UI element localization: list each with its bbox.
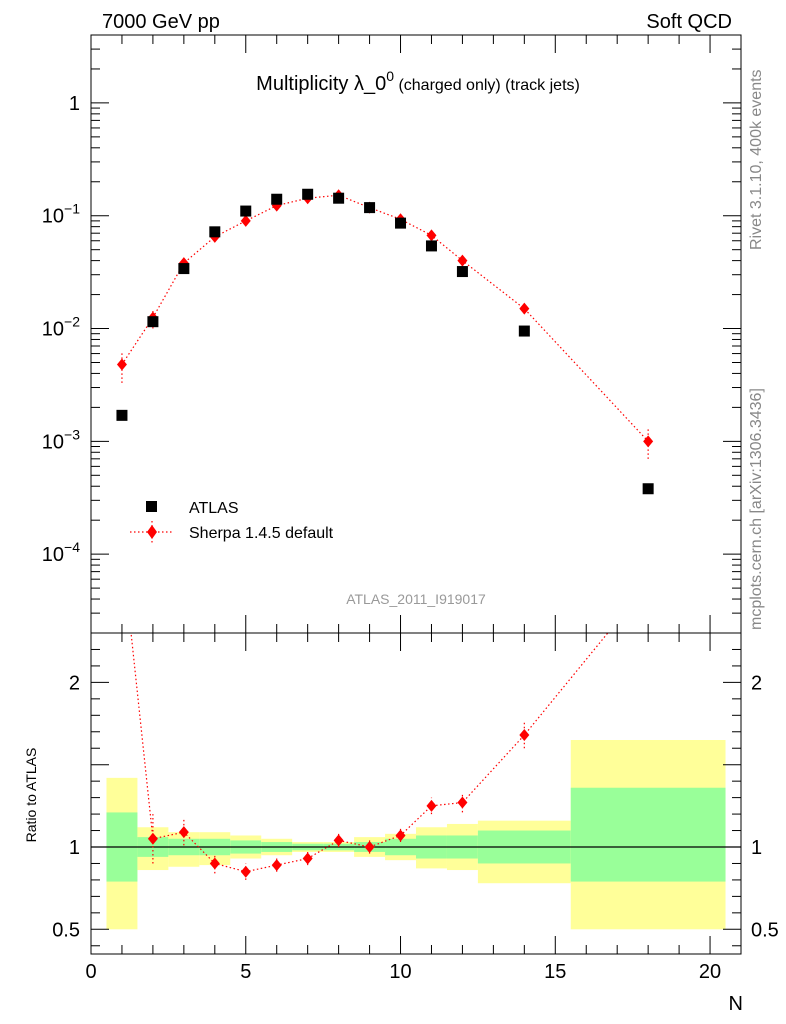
band-inner	[570, 787, 726, 882]
atlas-point	[395, 217, 407, 229]
atlas-point	[364, 202, 376, 214]
legend-label-atlas: ATLAS	[189, 500, 239, 517]
ratio-sherpa-point	[271, 859, 282, 872]
sherpa-point	[457, 254, 468, 267]
sherpa-point	[426, 229, 437, 242]
xtick-label: 5	[240, 961, 251, 983]
legend: ATLAS Sherpa 1.4.5 default	[130, 500, 334, 543]
main-ytick-label-base: 10	[42, 544, 64, 566]
ratio-sherpa-point	[395, 829, 406, 842]
ratio-ytick-label: 2	[69, 672, 80, 694]
main-panel: 110−110−210−310−4 Multiplicity λ_00 (cha…	[42, 34, 742, 634]
atlas-point	[425, 240, 437, 252]
main-ytick-label-base: 10	[42, 206, 64, 228]
xtick-label: 15	[544, 961, 566, 983]
atlas-point	[209, 226, 221, 238]
sherpa-point	[519, 302, 530, 315]
side-label-bottom: mcplots.cern.ch [arXiv:1306.3436]	[748, 388, 765, 630]
xtick-label: 20	[699, 961, 721, 983]
atlas-point	[642, 483, 654, 495]
main-ytick-label-exp: −4	[64, 539, 80, 555]
main-axis-ticks: 110−110−210−310−4	[42, 34, 742, 634]
chart-title-main: Multiplicity λ_0	[256, 73, 386, 95]
main-ytick-label-exp: −2	[64, 314, 80, 330]
ratio-sherpa-point	[457, 796, 468, 809]
atlas-point	[116, 409, 128, 421]
atlas-point	[147, 316, 159, 328]
ratio-sherpa-point	[240, 865, 251, 878]
ratio-sherpa-point	[302, 852, 313, 865]
ratio-ylabel: Ratio to ATLAS	[23, 748, 39, 843]
main-ytick-label-base: 10	[42, 319, 64, 341]
main-ytick-label-exp: −3	[64, 426, 80, 442]
main-ytick-label: 10−1	[42, 201, 80, 228]
ratio-sherpa-point	[209, 857, 220, 870]
atlas-point	[302, 188, 314, 200]
x-axis-label: N	[729, 993, 743, 1015]
xtick-label: 10	[389, 961, 411, 983]
main-ytick-label-base: 10	[42, 431, 64, 453]
atlas-point	[333, 192, 345, 204]
legend-label-sherpa: Sherpa 1.4.5 default	[189, 525, 334, 542]
ratio-ytick-label-right: 0.5	[751, 919, 779, 941]
sherpa-point	[116, 358, 127, 371]
atlas-point	[240, 205, 252, 217]
ratio-panel: 0 5 10 15 20 0.5 0.5 1 1 2 2 Ratio to ATLAS N	[23, 632, 779, 1015]
ratio-axis-ticks: 0 5 10 15 20 0.5 0.5 1 1 2 2	[52, 632, 779, 983]
atlas-point	[456, 266, 468, 278]
side-label-top: Rivet 3.1.10, 400k events	[748, 69, 765, 250]
ratio-sherpa-line	[130, 633, 609, 873]
main-mc-layer	[116, 189, 654, 459]
ratio-ytick-label: 1	[69, 837, 80, 859]
main-ytick-label: 10−4	[42, 539, 80, 566]
chart-title-sup: 0	[386, 68, 394, 84]
ratio-sherpa-point	[519, 729, 530, 742]
main-ytick-label-exp: −1	[64, 201, 80, 217]
sherpa-line	[121, 194, 649, 442]
chart-title-tail: (charged only) (track jets)	[394, 77, 580, 94]
legend-marker-sherpa	[147, 525, 157, 539]
ratio-ytick-label: 0.5	[52, 919, 80, 941]
atlas-point	[518, 325, 530, 337]
ratio-ytick-label-right: 2	[751, 672, 762, 694]
ratio-bands-layer	[106, 740, 726, 930]
chart-title: Multiplicity λ_00 (charged only) (track …	[256, 68, 580, 95]
ratio-sherpa-point	[178, 826, 189, 839]
ratio-mc-layer	[130, 633, 609, 880]
main-data-layer	[116, 188, 654, 495]
sherpa-point	[240, 214, 251, 227]
main-ytick-label: 1	[69, 93, 80, 115]
ratio-sherpa-point	[333, 834, 344, 847]
ratio-sherpa-point	[147, 832, 158, 845]
ratio-sherpa-point	[364, 841, 375, 853]
analysis-watermark: ATLAS_2011_I919017	[346, 591, 486, 607]
ratio-ytick-label-right: 1	[751, 837, 762, 859]
legend-marker-atlas	[146, 501, 157, 512]
main-frame	[90, 34, 742, 634]
main-ytick-label: 10−2	[42, 314, 80, 341]
main-ytick-label-base: 1	[69, 93, 80, 115]
xtick-label: 0	[85, 961, 96, 983]
sherpa-point	[643, 435, 654, 448]
header-left-label: 7000 GeV pp	[102, 11, 220, 33]
ratio-frame	[90, 632, 742, 955]
ratio-sherpa-point	[426, 799, 437, 812]
main-ytick-label: 10−3	[42, 426, 80, 453]
header-right-label: Soft QCD	[646, 11, 732, 33]
atlas-point	[178, 263, 190, 275]
atlas-point	[271, 193, 283, 205]
